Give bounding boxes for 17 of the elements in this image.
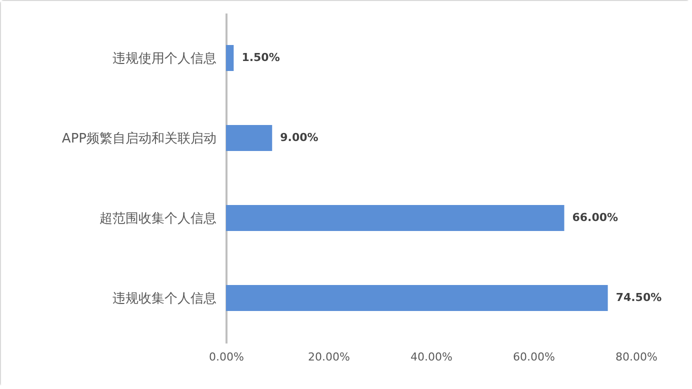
x-tick-label: 40.00% bbox=[410, 350, 452, 364]
bar bbox=[226, 45, 234, 71]
data-label: 66.00% bbox=[572, 211, 618, 224]
data-label: 74.50% bbox=[616, 291, 662, 304]
data-label: 1.50% bbox=[242, 51, 280, 64]
x-tick-label: 20.00% bbox=[308, 350, 350, 364]
x-tick-label: 80.00% bbox=[616, 350, 658, 364]
bar bbox=[226, 285, 608, 311]
y-tick-label: 超范围收集个人信息 bbox=[100, 212, 216, 226]
bar bbox=[226, 125, 272, 151]
x-tick-label: 60.00% bbox=[513, 350, 555, 364]
y-tick-label: APP频繁自启动和关联启动 bbox=[62, 130, 216, 146]
bar bbox=[226, 205, 564, 231]
y-tick-label: 违规收集个人信息 bbox=[112, 292, 216, 306]
y-tick-label: 违规使用个人信息 bbox=[112, 52, 216, 66]
x-tick-label: 0.00% bbox=[209, 350, 244, 364]
data-label: 9.00% bbox=[280, 131, 318, 144]
